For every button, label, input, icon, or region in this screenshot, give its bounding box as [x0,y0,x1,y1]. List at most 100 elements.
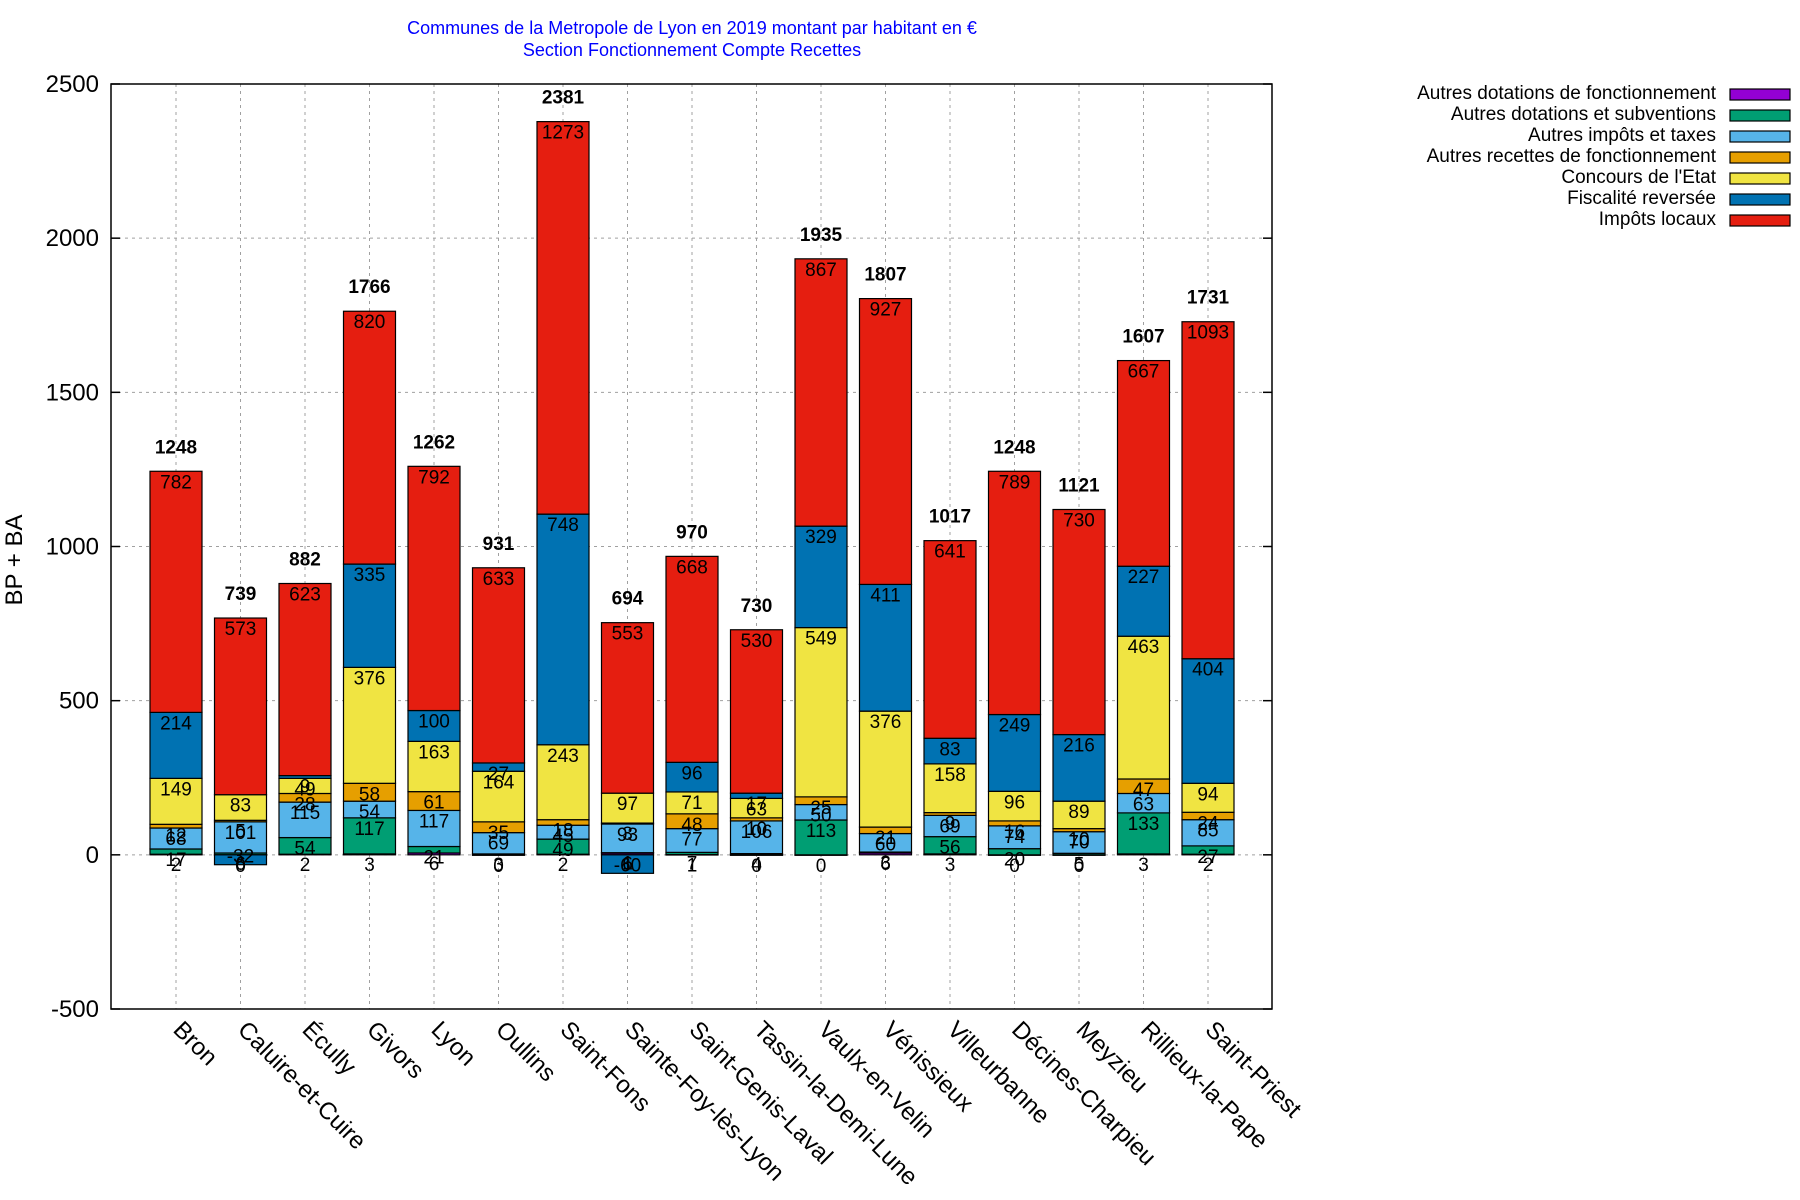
segment-value-label: 97 [617,794,638,815]
legend-swatch [1729,88,1791,101]
bar-segment [600,792,655,824]
segment-value-label: 6 [880,854,891,875]
segment-value-label: 61 [423,793,444,814]
segment-value-label: 96 [1004,792,1025,813]
segment-value-label: 106 [741,822,773,843]
segment-value-label: 227 [1128,567,1160,588]
y-tick-label: 500 [59,688,99,715]
segment-value-label: 18 [552,821,573,842]
bar-segment [794,626,848,798]
segment-value-label: 0 [1009,856,1020,877]
segment-value-label: 10 [1068,830,1089,851]
segment-value-label: 133 [1128,814,1160,835]
segment-value-label: 3 [622,824,633,845]
bar-segment [1052,800,1106,830]
total-value-label: 1731 [1187,288,1230,309]
bar-segment [1116,635,1171,780]
bar-segment [858,710,913,828]
segment-value-label: 329 [805,527,837,548]
segment-value-label: 2 [558,855,569,876]
segment-value-label: 0 [1074,856,1085,877]
segment-value-label: 6 [429,854,440,875]
segment-value-label: 50 [810,806,831,827]
segment-value-label: 54 [294,839,316,860]
y-tick-label: 0 [86,842,99,869]
segment-value-label: 27 [488,764,509,785]
segment-value-label: 117 [419,811,449,832]
segment-value-label: 214 [160,713,192,734]
segment-value-label: 21 [875,828,896,849]
bar-segment [1181,321,1235,660]
segment-value-label: 2 [300,855,311,876]
segment-value-label: 63 [746,799,767,820]
chart-subtitle: Section Fonctionnement Compte Recettes [523,40,861,60]
legend-swatch [1729,109,1791,122]
segment-value-label: 249 [999,716,1031,737]
bar-segment [1181,819,1235,847]
segment-value-label: 2 [1203,855,1214,876]
segment-value-label: 3 [880,853,891,874]
segment-value-label: 9 [300,777,311,798]
y-tick-label: 2500 [46,71,99,98]
segment-value-label: 376 [354,668,386,689]
segment-value-label: 530 [741,631,773,652]
total-value-label: 1766 [348,277,390,298]
segment-value-label: 1 [687,856,698,877]
bar-segment [1052,508,1106,736]
y-tick-label: 2000 [46,225,99,252]
segment-value-label: 60 [875,835,896,856]
bar-segment [342,310,397,565]
bar-segment [665,555,719,763]
bar-segment [858,298,913,586]
segment-value-label: 216 [1063,736,1095,757]
total-value-label: 1248 [155,437,197,458]
segment-value-label: -60 [614,855,641,876]
bar-segment [729,820,784,855]
segment-value-label: 6 [235,854,246,875]
bar-segment [1181,658,1235,784]
segment-value-label: 748 [547,515,579,536]
segment-value-label: 1093 [1187,323,1229,344]
segment-value-label: 164 [483,772,515,793]
bar-segment [471,567,526,764]
segment-value-label: -32 [227,847,254,868]
segment-value-label: 789 [999,472,1031,493]
segment-value-label: 549 [805,629,837,650]
segment-value-label: 17 [165,850,186,871]
legend-swatch [1729,151,1791,164]
bar-segment [213,794,268,821]
bar-segment [536,744,590,821]
segment-value-label: 25 [810,798,831,819]
bar-segment [987,470,1042,716]
segment-value-label: 2 [171,855,182,876]
segment-value-label: 4 [751,855,762,876]
total-value-label: 730 [741,596,773,617]
segment-value-label: 17 [746,794,767,815]
segment-value-label: 792 [418,467,450,488]
segment-value-label: 74 [1004,827,1026,848]
total-value-label: 1262 [413,432,455,453]
bar-segment [794,258,848,527]
segment-value-label: 56 [939,838,960,859]
segment-value-label: 0 [816,856,827,877]
segment-value-label: 45 [552,826,573,847]
legend-label: Autres dotations de fonctionnement [1417,83,1717,104]
legend-label: Concours de l'Etat [1561,167,1716,188]
segment-value-label: 63 [1133,794,1154,815]
segment-value-label: 93 [617,825,638,846]
total-value-label: 1017 [929,507,971,528]
segment-value-label: 867 [805,260,837,281]
segment-value-label: 623 [289,585,321,606]
bar-segment [600,622,655,794]
segment-value-label: 21 [423,848,444,869]
y-tick-label: 1000 [46,534,99,561]
segment-value-label: 404 [1192,660,1224,681]
segment-value-label: 927 [870,300,902,321]
segment-value-label: 3 [364,855,375,876]
total-value-label: 739 [225,584,257,605]
legend-swatch [1729,214,1791,227]
segment-value-label: 3 [493,855,504,876]
segment-value-label: 3 [945,855,956,876]
segment-value-label: 35 [488,823,509,844]
